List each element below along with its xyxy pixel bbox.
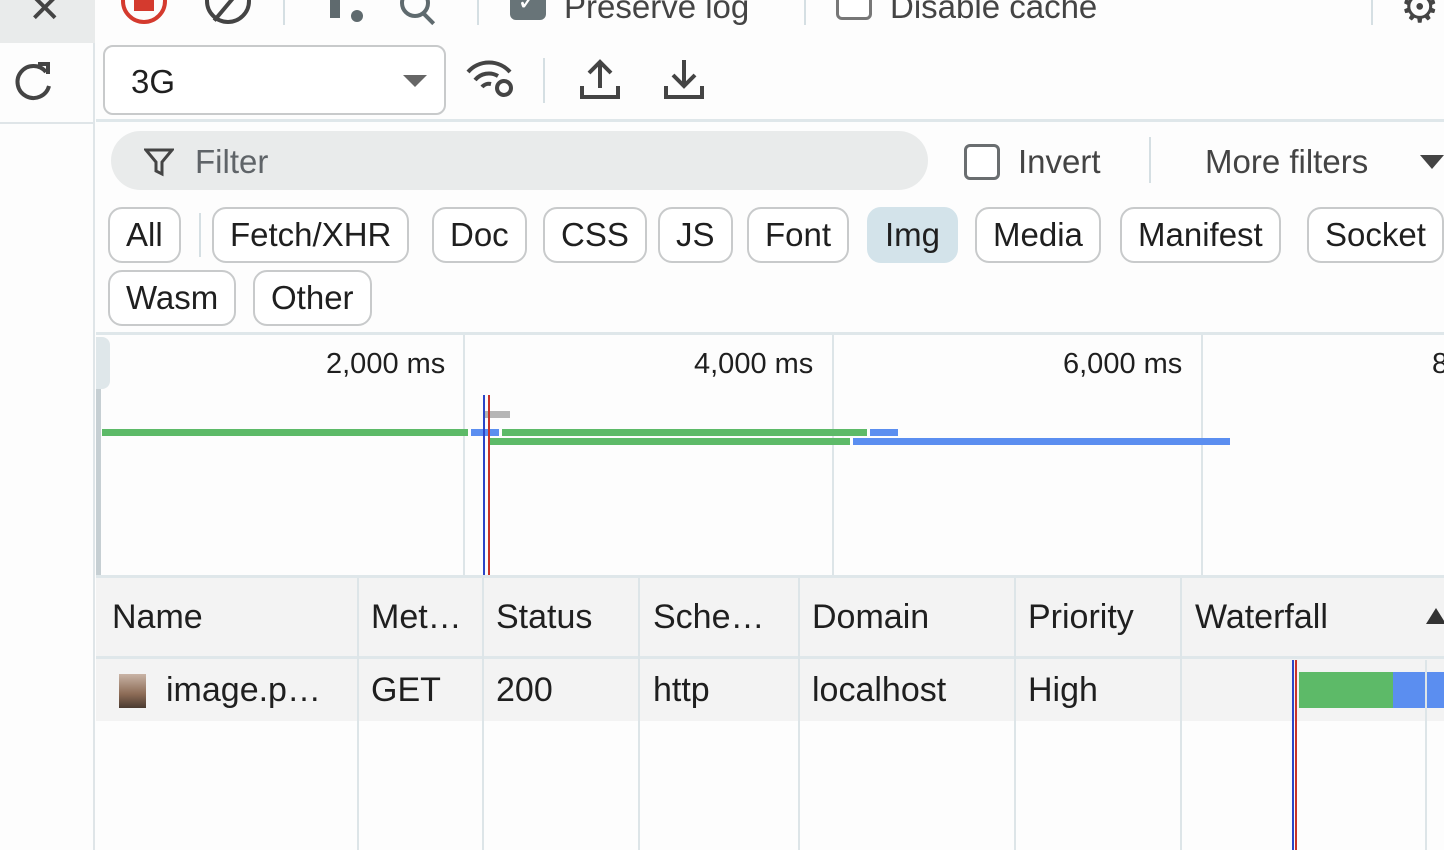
close-tab-area [0,0,95,43]
column-header-scheme[interactable]: Sche… [653,598,765,636]
cell-domain: localhost [812,671,947,709]
dom-content-loaded-line [1292,660,1294,850]
disable-cache-checkbox[interactable] [836,0,872,20]
separator [1371,0,1373,25]
waterfall-grid-line [1425,660,1427,850]
separator [543,58,545,103]
search-icon[interactable] [400,0,430,18]
preserve-log-label: Preserve log [564,0,750,25]
side-strip [0,0,95,850]
timeline-tick: 2,000 ms [326,348,446,380]
network-conditions-icon[interactable] [464,58,516,105]
dom-content-loaded-line [483,395,485,575]
column-header-status[interactable]: Status [496,598,593,636]
image-thumbnail-icon [119,674,146,708]
type-chip-js[interactable]: JS [658,207,733,263]
clear-icon[interactable] [205,0,251,24]
column-divider[interactable] [482,578,484,850]
divider [96,656,1444,659]
divider [0,122,95,124]
divider [96,575,1444,578]
cell-name[interactable]: image.p… [166,671,321,709]
type-chip-doc[interactable]: Doc [432,207,527,263]
separator [199,213,201,257]
type-chip-css[interactable]: CSS [543,207,647,263]
export-har-icon[interactable] [664,58,704,105]
separator [804,0,806,25]
separator [283,0,285,25]
invert-checkbox[interactable] [964,144,1000,180]
cell-scheme: http [653,671,710,709]
overview-bar-waiting [502,429,867,436]
overview-left-edge[interactable] [96,389,101,575]
table-header: Name Met… Status Sche… Domain Priority W… [96,578,1444,658]
load-line [488,395,490,575]
grid-line [832,335,834,575]
grid-line [463,335,465,575]
timeline-tick: 6,000 ms [1063,348,1183,380]
overview-bar-download [853,438,1230,445]
throttling-value: 3G [131,63,176,100]
search-handle [420,10,436,26]
type-chip-img[interactable]: Img [867,207,959,263]
column-header-priority[interactable]: Priority [1028,598,1134,636]
type-chip-manifest[interactable]: Manifest [1120,207,1281,263]
overview-bar-waiting [102,429,468,436]
load-line [1295,660,1297,850]
import-har-icon[interactable] [580,58,620,105]
waterfall-download-bar [1393,672,1444,708]
column-header-waterfall[interactable]: Waterfall [1195,598,1328,636]
grid-line [1201,335,1203,575]
filter-funnel-icon[interactable] [330,0,340,18]
type-chip-other[interactable]: Other [253,270,372,326]
close-icon[interactable]: ✕ [28,0,62,31]
sort-ascending-icon [1426,608,1444,624]
filter-dot-icon [351,10,363,22]
type-chip-all[interactable]: All [108,207,181,263]
timeline-tick: 4,000 ms [694,348,814,380]
chevron-down-icon [1420,155,1444,169]
type-chip-font[interactable]: Font [747,207,850,263]
overview-bar-waiting [488,438,850,445]
filter-placeholder: Filter [195,143,269,180]
settings-gear-icon[interactable]: ⚙ [1400,0,1440,32]
column-header-method[interactable]: Met… [371,598,462,636]
separator [1149,137,1151,183]
type-chip-wasm[interactable]: Wasm [108,270,237,326]
column-header-name[interactable]: Name [112,598,203,636]
column-divider[interactable] [1014,578,1016,850]
divider [96,332,1444,335]
more-filters-button[interactable]: More filters [1205,143,1369,180]
overview-bar-download [870,429,898,436]
table-row[interactable]: image.p… GET 200 http localhost High [96,659,1444,721]
reload-icon[interactable] [10,58,56,109]
column-divider[interactable] [1180,578,1182,850]
preserve-log-checkbox[interactable]: ✓ [510,0,546,20]
type-chip-media[interactable]: Media [975,207,1101,263]
throttling-select[interactable]: 3G [103,45,446,115]
type-chip-fetch-xhr[interactable]: Fetch/XHR [212,207,410,263]
type-chip-socket[interactable]: Socket [1307,207,1444,263]
disable-cache-label: Disable cache [890,0,1098,25]
filter-funnel-icon [142,147,176,182]
divider [96,119,1444,122]
timeline-tick: 8 [1432,348,1444,380]
column-divider[interactable] [357,578,359,850]
chevron-down-icon [403,75,427,87]
cell-status: 200 [496,671,553,709]
overview-left-handle[interactable] [96,337,110,389]
invert-label: Invert [1018,143,1101,180]
overview-bar-gray [484,411,510,418]
record-stop-icon[interactable] [121,0,167,24]
cell-priority: High [1028,671,1098,709]
separator [477,0,479,25]
column-divider[interactable] [638,578,640,850]
cell-method: GET [371,671,441,709]
filter-input[interactable]: Filter [111,131,928,190]
column-divider[interactable] [798,578,800,850]
overview-bar-download [471,429,499,436]
column-header-domain[interactable]: Domain [812,598,930,636]
waterfall-waiting-bar [1299,672,1393,708]
